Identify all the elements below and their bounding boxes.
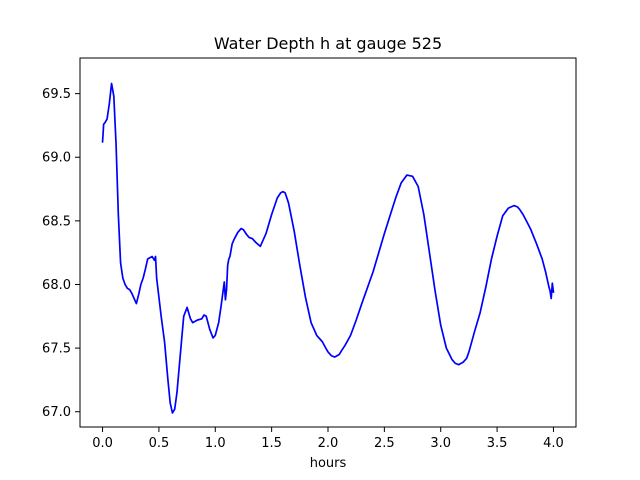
plot-area (101, 82, 555, 414)
x-tick-label: 1.5 (261, 436, 282, 451)
x-tick-label: 3.0 (430, 436, 451, 451)
chart-title: Water Depth h at gauge 525 (214, 34, 442, 53)
x-tick-label: 4.0 (543, 436, 564, 451)
y-tick-label: 67.0 (42, 405, 71, 420)
x-tick-label: 3.5 (487, 436, 508, 451)
x-axis-ticks: 0.0 0.5 1.0 1.5 2.0 2.5 3.0 3.5 4.0 (92, 427, 564, 451)
y-tick-label: 68.5 (42, 214, 71, 229)
x-axis-label: hours (310, 456, 347, 471)
y-axis-ticks: 67.0 67.5 68.0 68.5 69.0 69.5 (42, 87, 80, 420)
x-tick-label: 1.0 (205, 436, 226, 451)
water-depth-line (101, 82, 555, 414)
y-tick-label: 68.0 (42, 278, 71, 293)
y-tick-label: 69.0 (42, 151, 71, 166)
x-tick-label: 0.0 (92, 436, 113, 451)
x-tick-label: 2.5 (374, 436, 395, 451)
axes-frame (79, 57, 577, 428)
y-tick-label: 69.5 (42, 87, 71, 102)
y-tick-label: 67.5 (42, 342, 71, 357)
x-tick-label: 2.0 (318, 436, 339, 451)
x-tick-label: 0.5 (149, 436, 170, 451)
